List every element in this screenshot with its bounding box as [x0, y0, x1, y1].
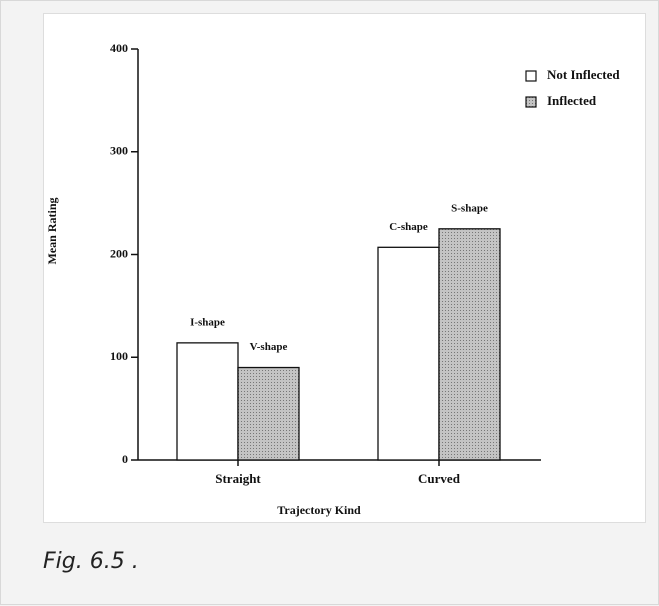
y-tick-label: 400	[110, 41, 128, 55]
x-axis-title: Trajectory Kind	[277, 503, 361, 517]
legend-swatch	[525, 70, 537, 82]
y-tick-label: 100	[110, 349, 128, 363]
bar-label: I-shape	[190, 316, 225, 328]
bar-label: C-shape	[389, 221, 428, 233]
x-tick-label: Curved	[418, 471, 461, 486]
figure-panel	[43, 13, 646, 523]
y-tick-label: 200	[110, 246, 128, 260]
bar	[377, 246, 440, 461]
x-tick-label: Straight	[215, 471, 261, 486]
legend-label: Inflected	[547, 93, 597, 108]
caption: Fig. 6.5 .	[43, 549, 139, 574]
legend-label: Not Inflected	[547, 67, 620, 82]
bar	[176, 342, 239, 461]
bar-label: S-shape	[451, 202, 488, 214]
legend-swatch	[525, 96, 537, 108]
bar	[237, 366, 300, 461]
y-tick-label: 0	[122, 452, 128, 466]
bar-label: V-shape	[250, 341, 288, 353]
bar	[438, 228, 501, 461]
y-axis-title: Mean Rating	[45, 198, 59, 265]
y-tick-label: 300	[110, 144, 128, 158]
